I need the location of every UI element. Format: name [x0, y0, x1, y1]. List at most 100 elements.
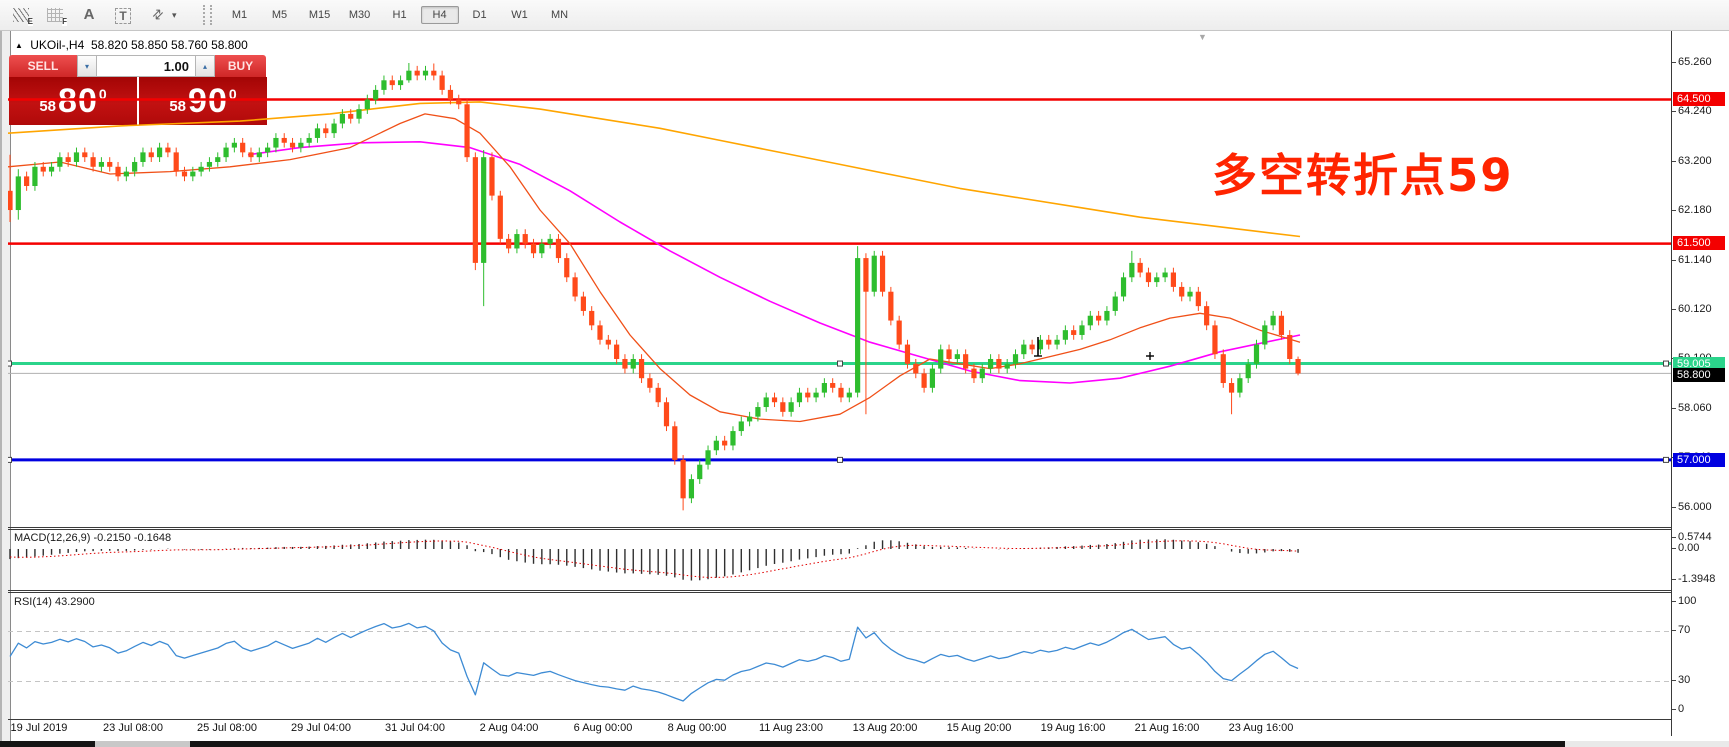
candle-down — [888, 291, 894, 321]
candle-up — [397, 80, 404, 86]
candle-down — [323, 128, 329, 134]
candle-up — [547, 238, 553, 244]
chart-shift-icon[interactable]: ▼ — [1198, 32, 1207, 42]
grid-icon[interactable]: F — [42, 3, 68, 27]
symbol-label: UKOil-,H4 — [30, 38, 85, 52]
line-handle[interactable] — [837, 360, 843, 367]
candle-up — [15, 176, 21, 211]
panel-separator[interactable] — [8, 527, 1672, 528]
candle-down — [1212, 325, 1218, 355]
plot-right-border — [1671, 31, 1672, 736]
macd-panel[interactable] — [8, 530, 1671, 590]
cursor-tool-icon[interactable]: ⇅ — [148, 5, 167, 24]
candle-down — [1096, 315, 1102, 321]
timeframe-button-M15[interactable]: M15 — [308, 9, 331, 21]
candle-up — [381, 80, 387, 90]
price-chart[interactable] — [8, 30, 1671, 527]
candle-up — [1012, 354, 1019, 364]
line-handle[interactable] — [1663, 456, 1669, 463]
rsi-panel[interactable] — [8, 592, 1671, 719]
panel-separator[interactable] — [8, 592, 1672, 593]
candle-up — [630, 358, 636, 369]
candle-down — [1137, 262, 1143, 273]
line-handle[interactable] — [837, 456, 843, 463]
price-axis[interactable]: 65.26064.24063.20062.18061.14060.12059.1… — [1671, 31, 1729, 747]
time-label: 25 Jul 08:00 — [197, 722, 257, 734]
candle-down — [771, 397, 778, 403]
candle-down — [414, 70, 420, 76]
candle-down — [506, 238, 512, 249]
candle-up — [73, 152, 80, 162]
timeframe-button-M5[interactable]: M5 — [271, 9, 288, 21]
timeframe-button-H4[interactable]: H4 — [420, 6, 459, 24]
chart-annotation-text[interactable]: 多空转折点59 — [1212, 149, 1514, 202]
macd-label: MACD(12,26,9) -0.2150 -0.1648 — [14, 532, 172, 544]
time-label: 19 Jul 2019 — [10, 722, 68, 734]
sell-button[interactable]: SELL — [9, 55, 77, 77]
candle-up — [331, 123, 337, 134]
time-label: 23 Jul 08:00 — [103, 722, 163, 734]
candle-down — [879, 255, 886, 292]
volume-increase-button[interactable]: ▴ — [195, 55, 215, 77]
timeframe-button-MN[interactable]: MN — [550, 9, 569, 21]
line-handle[interactable] — [1663, 360, 1669, 367]
candle-up — [730, 431, 736, 446]
textbox-tool-icon[interactable]: T — [110, 3, 136, 27]
candle-down — [24, 176, 30, 187]
time-label: 8 Aug 00:00 — [667, 722, 727, 734]
timeframe-button-D1[interactable]: D1 — [472, 9, 487, 21]
candle-up — [156, 147, 163, 158]
toolbar-grip[interactable] — [202, 5, 212, 25]
timeframe-button-M30[interactable]: M30 — [348, 9, 371, 21]
candle-up — [339, 113, 345, 124]
panel-separator[interactable] — [8, 590, 1672, 591]
timeframe-button-M1[interactable]: M1 — [231, 9, 248, 21]
line-handle[interactable] — [8, 456, 12, 463]
candle-down — [456, 99, 462, 105]
ma-slow-gold — [8, 101, 1301, 238]
timeframe-button-H1[interactable]: H1 — [392, 9, 407, 21]
time-label: 2 Aug 04:00 — [479, 722, 539, 734]
candle-up — [422, 70, 429, 76]
time-label: 6 Aug 00:00 — [573, 722, 633, 734]
candle-down — [672, 426, 678, 460]
collapse-icon[interactable]: ▲ — [15, 41, 23, 50]
candle-down — [90, 157, 96, 167]
axis-tick: -1.3948 — [1671, 573, 1716, 585]
candle-up — [314, 128, 321, 138]
timeframe-bar: M1 M5 M15 M30 H1 H4 D1 W1 MN — [220, 6, 580, 24]
candle-down — [248, 152, 254, 158]
toolbar-dropdown-caret[interactable]: ▾ — [172, 9, 177, 20]
candle-down — [963, 354, 969, 369]
axis-tick: 70 — [1671, 624, 1691, 636]
timeframe-button-W1[interactable]: W1 — [511, 9, 528, 21]
candle-up — [1162, 272, 1168, 278]
candle-down — [996, 358, 1002, 369]
candle-down — [530, 243, 537, 254]
macd-signal-line — [9, 540, 1299, 578]
candle-down — [638, 358, 645, 379]
indicators-icon[interactable]: E — [8, 3, 34, 27]
candle-down — [913, 363, 919, 374]
bottom-window-edge — [0, 741, 95, 747]
buy-price-handle: 58 — [169, 97, 187, 115]
text-tool-icon[interactable]: A — [83, 6, 95, 23]
candle-down — [1228, 383, 1235, 393]
axis-tick: 0.5744 — [1672, 531, 1712, 543]
candle-up — [1021, 344, 1027, 355]
candle-up — [746, 416, 753, 422]
time-axis[interactable]: 19 Jul 2019 23 Jul 08:00 25 Jul 08:00 29 Ju… — [8, 720, 1672, 737]
panel-separator[interactable] — [8, 529, 1672, 530]
volume-decrease-button[interactable]: ▾ — [77, 55, 97, 77]
candle-down — [115, 166, 121, 177]
candle-up — [231, 142, 237, 148]
candle-up — [821, 383, 827, 393]
candle-down — [780, 402, 786, 412]
candle-up — [1187, 291, 1193, 297]
buy-button[interactable]: BUY — [215, 55, 266, 77]
line-handle[interactable] — [8, 360, 12, 367]
candle-up — [406, 70, 412, 81]
candle-down — [1295, 358, 1301, 374]
volume-input[interactable] — [97, 55, 195, 77]
candle-up — [273, 137, 279, 148]
